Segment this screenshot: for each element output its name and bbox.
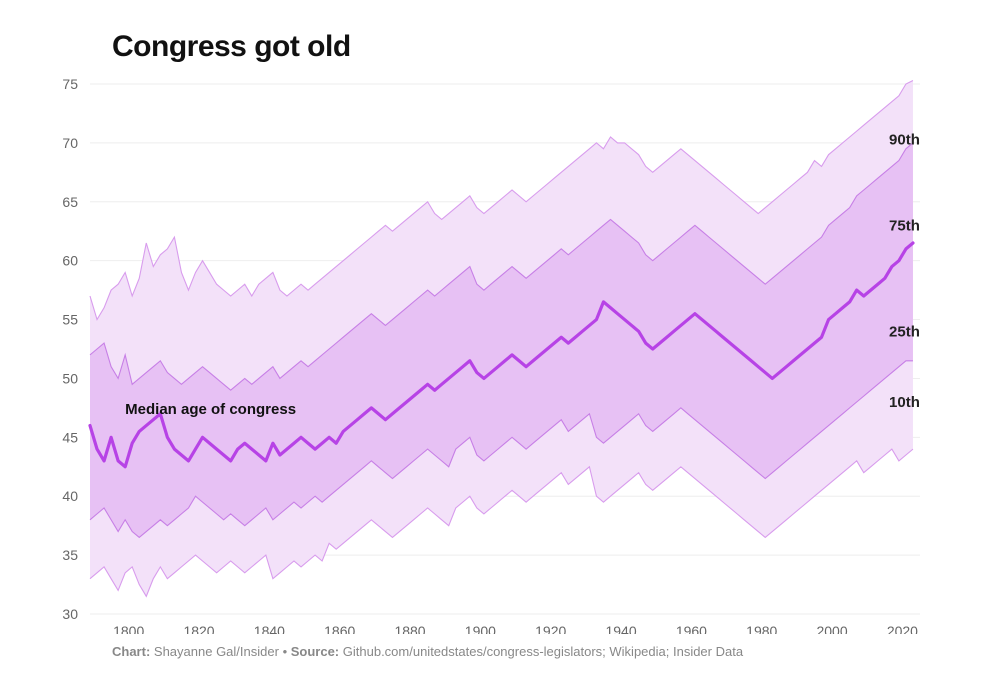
svg-text:2000: 2000 — [816, 623, 847, 634]
svg-text:1960: 1960 — [676, 623, 707, 634]
footer-source: Github.com/unitedstates/congress-legisla… — [343, 644, 743, 659]
svg-text:1840: 1840 — [254, 623, 285, 634]
y-axis-ticks: 30 35 40 45 50 55 60 65 70 75 — [62, 76, 78, 622]
svg-text:70: 70 — [62, 135, 78, 151]
svg-text:1800: 1800 — [113, 623, 144, 634]
svg-text:1980: 1980 — [746, 623, 777, 634]
chart-footer: Chart: Shayanne Gal/Insider • Source: Gi… — [112, 644, 960, 659]
chart-plot-area: 30 35 40 45 50 55 60 65 70 75 1800 1820 1840 1860 1880… — [40, 74, 960, 634]
footer-separator: • — [283, 644, 291, 659]
x-axis-ticks: 1800 1820 1840 1860 1880 1900 1920 1940 1960 1980… — [113, 623, 918, 634]
footer-chart-label: Chart: — [112, 644, 150, 659]
median-annotation: Median age of congress — [125, 401, 296, 418]
svg-text:1920: 1920 — [535, 623, 566, 634]
svg-text:40: 40 — [62, 488, 78, 504]
svg-text:2020: 2020 — [887, 623, 918, 634]
svg-text:50: 50 — [62, 370, 78, 386]
svg-text:1900: 1900 — [465, 623, 496, 634]
svg-text:75: 75 — [62, 76, 78, 92]
svg-text:1880: 1880 — [394, 623, 425, 634]
svg-text:55: 55 — [62, 312, 78, 328]
svg-text:1860: 1860 — [324, 623, 355, 634]
series-label-90th: 90th — [889, 131, 920, 148]
svg-text:30: 30 — [62, 606, 78, 622]
footer-source-label: Source: — [291, 644, 339, 659]
svg-text:60: 60 — [62, 253, 78, 269]
footer-chart-by: Shayanne Gal/Insider — [154, 644, 279, 659]
svg-text:35: 35 — [62, 547, 78, 563]
series-label-25th: 25th — [889, 323, 920, 340]
svg-text:1940: 1940 — [605, 623, 636, 634]
series-label-10th: 10th — [889, 394, 920, 411]
svg-text:1820: 1820 — [183, 623, 214, 634]
svg-text:45: 45 — [62, 429, 78, 445]
chart-svg: 30 35 40 45 50 55 60 65 70 75 1800 1820 1840 1860 1880… — [40, 74, 960, 634]
chart-container: Congress got old 30 35 40 45 50 55 60 65 70 75 180… — [0, 0, 1000, 690]
series-label-75th: 75th — [889, 217, 920, 234]
svg-text:65: 65 — [62, 194, 78, 210]
chart-title: Congress got old — [112, 30, 960, 64]
